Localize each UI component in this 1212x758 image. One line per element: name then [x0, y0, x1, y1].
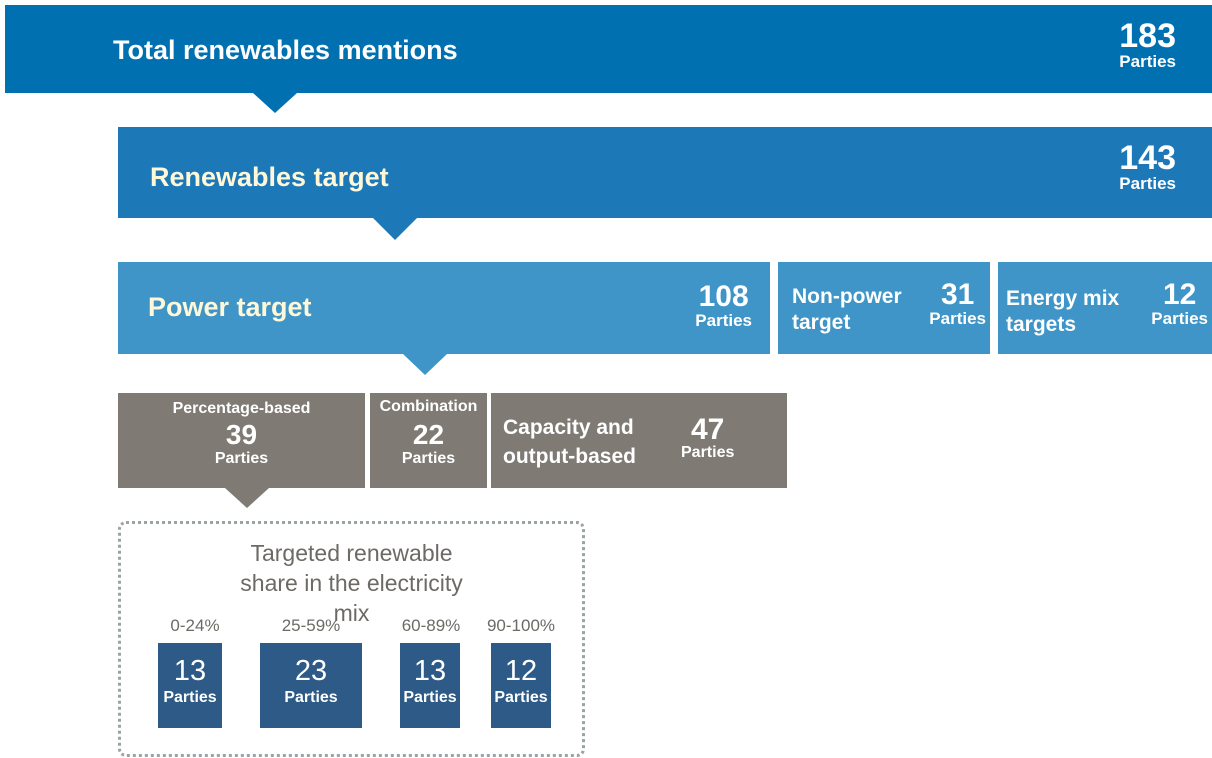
range-label: 60-89%	[401, 616, 461, 635]
label: Capacity and output-based	[503, 416, 636, 468]
total-bar: Total renewables mentions 183 Parties	[5, 5, 1212, 93]
band-count: 12	[504, 655, 538, 687]
label: Energy mix targets	[1006, 287, 1120, 336]
power-target-bar: Power target 108 Parties	[118, 262, 770, 354]
count: 143 Parties	[1119, 141, 1176, 192]
band-count: 13	[413, 655, 447, 687]
number: 183	[1119, 17, 1176, 55]
label: Total renewables mentions	[113, 35, 458, 65]
band-unit: Parties	[284, 689, 338, 706]
band-box: 23 Parties	[260, 643, 362, 728]
range-label: 0-24%	[170, 616, 220, 635]
band-count: 13	[173, 655, 207, 687]
band-box: 13 Parties	[400, 643, 460, 728]
share-title: Targeted renewable share in the electric…	[240, 540, 463, 626]
non-power-target-box: Non-power target 31 Parties	[778, 262, 990, 354]
number: 22	[412, 419, 445, 450]
band-count: 23	[294, 655, 328, 687]
energy-mix-box: Energy mix targets 12 Parties	[998, 262, 1212, 354]
pointer	[403, 354, 447, 375]
unit: Parties	[681, 444, 735, 461]
band-unit: Parties	[403, 689, 457, 706]
count: 47 Parties	[681, 415, 734, 461]
band-unit: Parties	[163, 689, 217, 706]
combination-box: Combination 22 Parties	[370, 393, 487, 488]
capacity-output-box: Capacity and output-based 47 Parties	[491, 393, 787, 488]
percentage-based-box: Percentage-based 39 Parties	[118, 393, 365, 488]
count: Percentage-based 39 Parties	[118, 401, 365, 467]
pointer	[225, 488, 269, 508]
count: 108 Parties	[695, 280, 752, 330]
unit: Parties	[695, 311, 752, 330]
number: 39	[225, 419, 258, 450]
band-box: 12 Parties	[491, 643, 551, 728]
count: 12 Parties	[1151, 278, 1208, 328]
label: Combination	[379, 398, 478, 415]
unit: Parties	[1151, 309, 1208, 328]
label: Renewables target	[150, 162, 389, 192]
number: 143	[1119, 139, 1176, 177]
label: Non-power target	[792, 285, 902, 334]
label: Power target	[148, 292, 312, 322]
count: 31 Parties	[929, 278, 986, 328]
count: 183 Parties	[1119, 19, 1176, 70]
number: 31	[940, 278, 975, 311]
count: Combination 22 Parties	[370, 399, 487, 467]
number: 108	[698, 280, 749, 313]
unit: Parties	[1119, 52, 1176, 71]
range-label: 90-100%	[486, 616, 556, 635]
unit: Parties	[401, 450, 456, 467]
pointer	[253, 93, 297, 113]
share-box: Targeted renewable share in the electric…	[118, 521, 585, 757]
label: Percentage-based	[172, 400, 311, 417]
pointer	[373, 218, 417, 240]
number: 47	[691, 413, 725, 446]
number: 12	[1162, 278, 1197, 311]
range-label: 25-59%	[281, 616, 341, 635]
renewables-target-bar: Renewables target 143 Parties	[118, 127, 1212, 218]
band-box: 13 Parties	[158, 643, 222, 728]
unit: Parties	[929, 309, 986, 328]
unit: Parties	[214, 450, 269, 467]
band-unit: Parties	[494, 689, 548, 706]
unit: Parties	[1119, 174, 1176, 193]
